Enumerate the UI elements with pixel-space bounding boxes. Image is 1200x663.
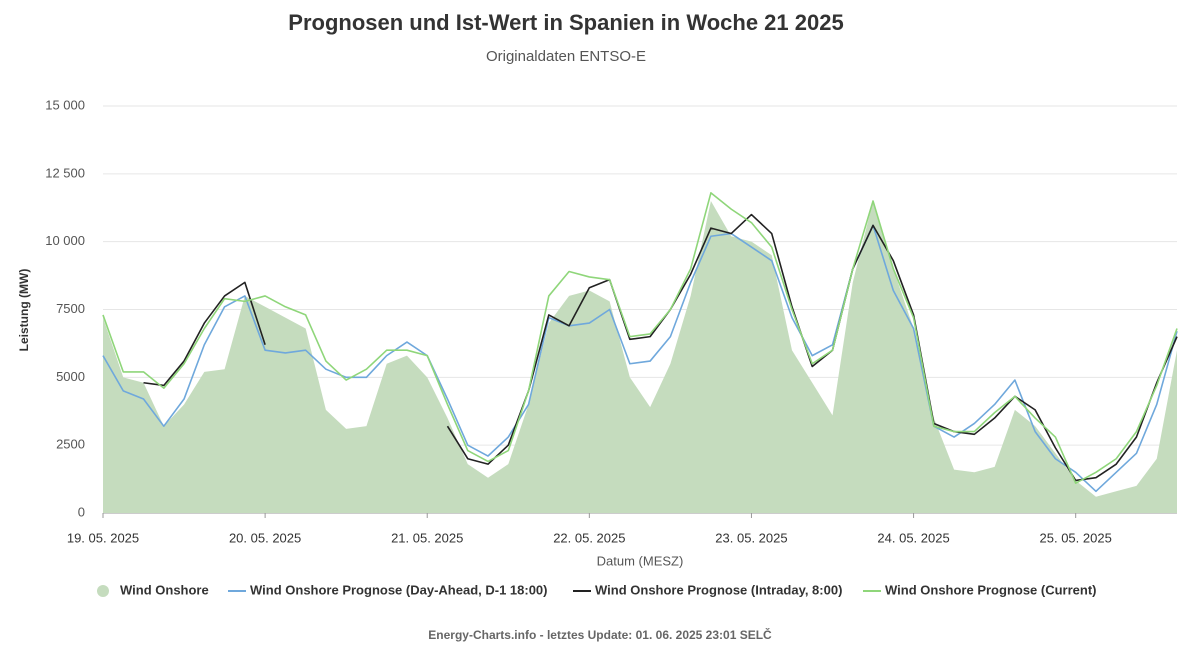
- x-axis-label: Datum (MESZ): [597, 553, 684, 568]
- line: [102, 224, 1178, 493]
- y-tick-label: 0: [78, 504, 85, 519]
- footer: Energy-Charts.info - letztes Update: 01.…: [428, 627, 772, 642]
- x-tick-label: 20. 05. 2025: [229, 530, 301, 545]
- x-tick-label: 22. 05. 2025: [553, 530, 625, 545]
- x-tick-label: 21. 05. 2025: [391, 530, 463, 545]
- y-axis-label: Leistung (MW): [17, 269, 31, 352]
- y-tick-label: 10 000: [45, 233, 85, 248]
- legend-label: Wind Onshore Prognose (Current): [885, 582, 1097, 597]
- chart-subtitle: Originaldaten ENTSO-E: [486, 48, 646, 65]
- area: [103, 200, 1177, 513]
- y-tick-label: 12 500: [45, 165, 85, 180]
- chart-title: Prognosen und Ist-Wert in Spanien in Woc…: [288, 10, 843, 35]
- legend-symbol: [97, 585, 109, 597]
- y-tick-label: 15 000: [45, 97, 85, 112]
- line: [143, 213, 1178, 482]
- legend-label: Wind Onshore Prognose (Day-Ahead, D-1 18…: [250, 582, 548, 597]
- y-tick-label: 2500: [56, 437, 85, 452]
- legend-label: Wind Onshore: [120, 582, 209, 597]
- y-tick-label: 5000: [56, 369, 85, 384]
- legend-label: Wind Onshore Prognose (Intraday, 8:00): [595, 582, 842, 597]
- x-tick-label: 24. 05. 2025: [877, 530, 949, 545]
- line: [102, 192, 1178, 484]
- x-tick-label: 19. 05. 2025: [67, 530, 139, 545]
- x-tick-label: 23. 05. 2025: [715, 530, 787, 545]
- x-tick-label: 25. 05. 2025: [1040, 530, 1112, 545]
- y-tick-label: 7500: [56, 301, 85, 316]
